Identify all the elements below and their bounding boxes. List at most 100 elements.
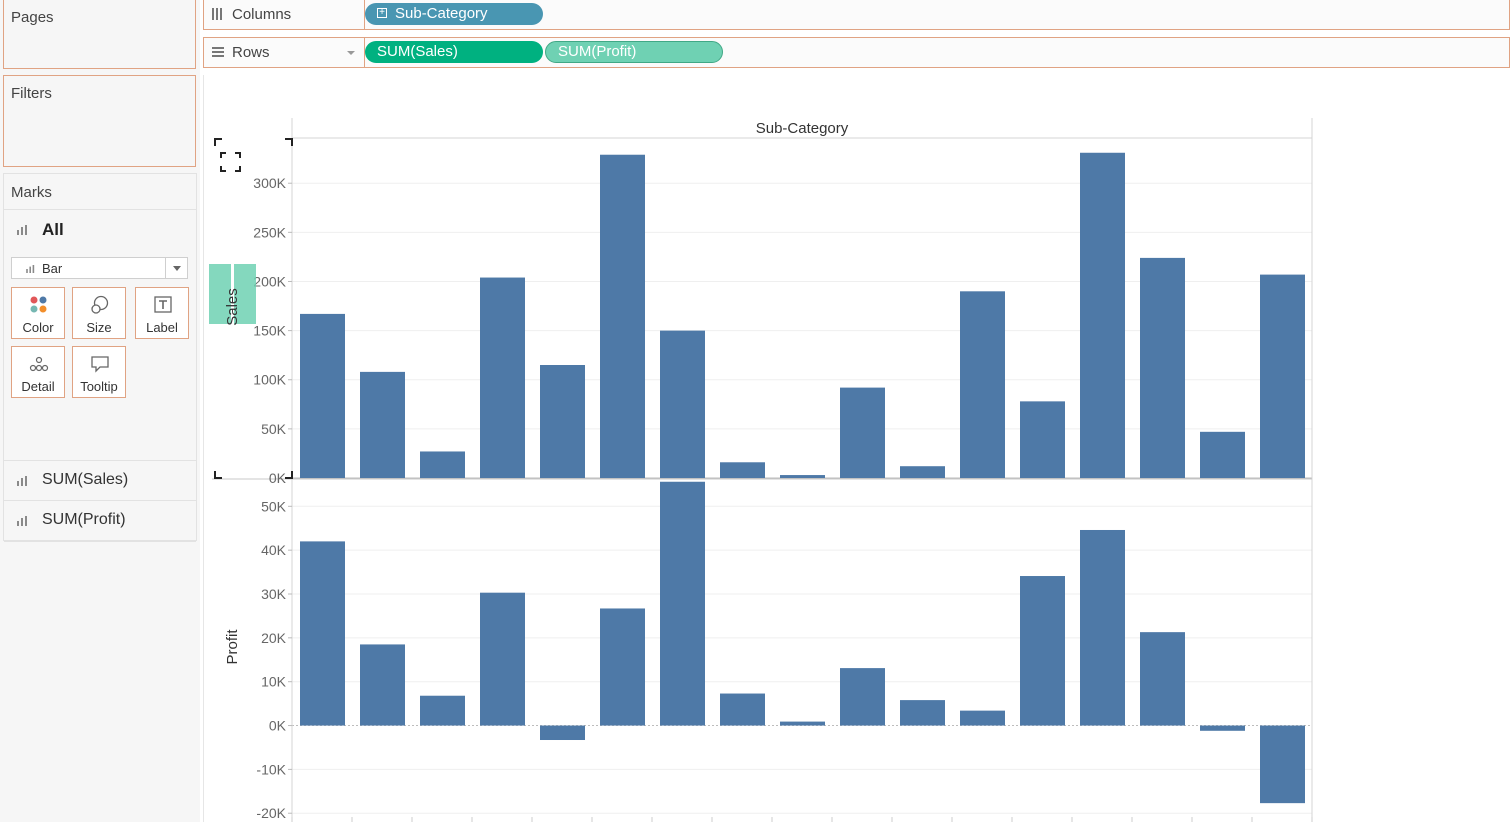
sales-bar[interactable] [720, 462, 765, 478]
chevron-down-icon[interactable] [347, 51, 355, 55]
pill-text: SUM(Sales) [377, 43, 458, 60]
y-tick-label: 10K [261, 674, 287, 690]
bars[interactable] [300, 152, 1305, 804]
axis-drag-highlight-right [234, 264, 256, 324]
marks-all-label: All [42, 220, 64, 239]
bar-chart-icon [17, 516, 29, 526]
dropdown-toggle[interactable] [165, 258, 188, 278]
rows-shelf-label: Rows [204, 38, 365, 67]
profit-bar[interactable] [1140, 632, 1185, 726]
pill-text: SUM(Profit) [558, 43, 637, 60]
sales-bar[interactable] [540, 365, 585, 478]
sales-bar[interactable] [360, 371, 405, 478]
bar-chart-icon [26, 265, 36, 273]
bar-chart-icon [17, 476, 29, 486]
profit-bar[interactable] [1260, 725, 1305, 804]
rows-shelf[interactable]: Rows SUM(Sales) SUM(Profit) [203, 37, 1510, 68]
profit-bar[interactable] [900, 700, 945, 726]
detail-card[interactable]: Detail [11, 346, 65, 398]
shelf-title: Rows [232, 44, 270, 61]
color-dots-icon [30, 296, 47, 313]
sales-bar[interactable] [600, 154, 645, 478]
y-tick-label: 200K [253, 273, 286, 289]
y-tick-label: 150K [253, 323, 286, 339]
tooltip-card[interactable]: Tooltip [72, 346, 126, 398]
profit-bar[interactable] [1020, 576, 1065, 726]
card-label: Size [86, 320, 112, 335]
mark-type-value: Bar [42, 261, 63, 276]
sales-bar[interactable] [1260, 274, 1305, 478]
expand-plus-icon: + [377, 8, 387, 18]
profit-bar[interactable] [600, 608, 645, 726]
marks-title: Marks [11, 184, 52, 201]
marks-all-row[interactable]: All [4, 209, 196, 250]
size-card[interactable]: Size [72, 287, 126, 339]
y-tick-label: 0K [269, 470, 287, 486]
label-card[interactable]: Label [135, 287, 189, 339]
sum-profit-pill[interactable]: SUM(Profit) [545, 41, 723, 63]
pane-selection-corners [214, 138, 293, 479]
profit-bar[interactable] [660, 481, 705, 726]
y-tick-label: -20K [256, 805, 286, 821]
profit-bar[interactable] [540, 725, 585, 741]
sales-bar[interactable] [1080, 152, 1125, 478]
sales-bar[interactable] [480, 277, 525, 478]
filters-title: Filters [11, 85, 52, 102]
sales-axis-title[interactable]: Sales [224, 288, 241, 326]
sales-bar[interactable] [840, 387, 885, 478]
profit-bar[interactable] [300, 541, 345, 726]
profit-bar[interactable] [960, 710, 1005, 726]
profit-bar[interactable] [780, 721, 825, 726]
marks-measure-profit[interactable]: SUM(Profit) [4, 500, 196, 542]
profit-bar[interactable] [1200, 725, 1245, 731]
y-tick-label: 100K [253, 372, 286, 388]
y-tick-label: 30K [261, 586, 287, 602]
pages-card[interactable]: Pages [3, 0, 196, 69]
profit-bar[interactable] [420, 695, 465, 726]
y-tick-label: 300K [253, 175, 286, 191]
sum-sales-pill[interactable]: SUM(Sales) [365, 41, 543, 63]
sales-bar[interactable] [780, 475, 825, 478]
profit-bar[interactable] [840, 668, 885, 726]
columns-shelf-label: Columns [204, 0, 365, 29]
gridlines [292, 182, 1312, 814]
sales-bar[interactable] [1140, 257, 1185, 478]
y-tick-label: 0K [269, 718, 287, 734]
profit-bar[interactable] [480, 592, 525, 726]
sales-bar[interactable] [1020, 401, 1065, 478]
rows-icon [212, 47, 224, 58]
marks-measure-sales[interactable]: SUM(Sales) [4, 460, 196, 501]
profit-axis-title[interactable]: Profit [224, 629, 241, 665]
y-tick-label: 50K [261, 421, 287, 437]
card-label: Tooltip [80, 379, 118, 394]
sales-bar[interactable] [1200, 431, 1245, 478]
profit-bar[interactable] [720, 693, 765, 726]
sales-bar[interactable] [900, 466, 945, 478]
columns-shelf[interactable]: Columns + Sub-Category [203, 0, 1510, 30]
bar-chart-icon [17, 225, 29, 235]
column-header-title: Sub-Category [756, 120, 849, 137]
y-tick-label: 20K [261, 630, 287, 646]
mark-type-dropdown[interactable]: Bar [11, 257, 188, 279]
pill-text: Sub-Category [395, 5, 488, 22]
card-label: Detail [21, 379, 55, 394]
detail-dots-icon [29, 356, 49, 372]
color-card[interactable]: Color [11, 287, 65, 339]
y-tick-label: 250K [253, 224, 286, 240]
sales-bar[interactable] [660, 330, 705, 478]
profit-bar[interactable] [1080, 529, 1125, 726]
label-text-icon [154, 296, 172, 313]
sub-category-pill[interactable]: + Sub-Category [365, 3, 543, 25]
sales-bar[interactable] [300, 313, 345, 478]
marks-measure-label: SUM(Sales) [42, 471, 129, 488]
shelf-title: Columns [232, 6, 292, 23]
y-tick-label: 50K [261, 498, 287, 514]
filters-card[interactable]: Filters [3, 75, 196, 167]
sales-bar[interactable] [420, 451, 465, 478]
sales-bar[interactable] [960, 291, 1005, 478]
profit-bar[interactable] [360, 644, 405, 726]
card-label: Color [22, 320, 54, 335]
card-label: Label [146, 320, 178, 335]
fit-focus-icon[interactable] [220, 152, 241, 172]
